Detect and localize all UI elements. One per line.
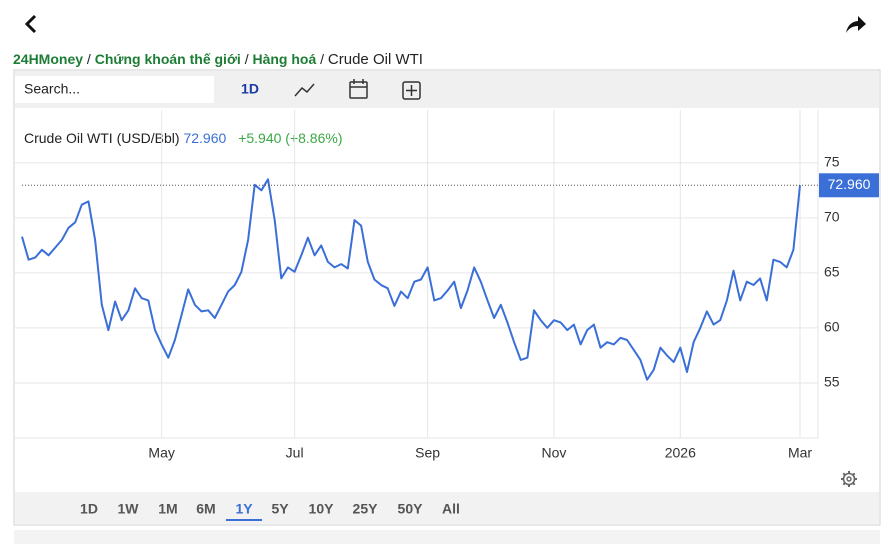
breadcrumb: 24HMoney / Chứng khoán thế giới / Hàng h… (13, 51, 423, 68)
last-price-label: 72.960 (828, 176, 871, 192)
share-button[interactable] (846, 16, 866, 33)
breadcrumb-link[interactable]: Hàng hoá (252, 51, 316, 67)
y-tick-label: 65 (824, 264, 840, 280)
range-bar (15, 492, 879, 524)
chart-type-button[interactable] (294, 83, 315, 97)
range-button[interactable]: 1W (118, 501, 140, 517)
x-tick-label: Sep (415, 445, 440, 461)
y-tick-label: 75 (824, 154, 840, 170)
range-button[interactable]: 1D (80, 501, 98, 517)
x-tick-label: Mar (788, 445, 812, 461)
separator: / (245, 51, 249, 67)
calendar-button[interactable] (349, 79, 368, 99)
settings-button[interactable] (841, 471, 857, 487)
quote-name: Crude Oil WTI (USD/Bbl) (24, 130, 180, 146)
range-button[interactable]: 1Y (235, 501, 253, 517)
y-tick-label: 55 (824, 374, 840, 390)
breadcrumb-link[interactable]: Chứng khoán thế giới (95, 51, 241, 67)
range-buttons: 1D 1W 1M 6M 1Y 5Y 10Y 25Y 50Y All (80, 501, 460, 521)
x-tick-label: Nov (542, 445, 567, 461)
breadcrumb-link[interactable]: 24HMoney (13, 51, 83, 67)
interval-button[interactable]: 1D (241, 81, 259, 97)
x-tick-label: Jul (286, 445, 304, 461)
quote-change: +5.940 (+8.86%) (238, 130, 342, 146)
y-tick-label: 70 (824, 209, 840, 225)
range-button[interactable]: 5Y (271, 501, 289, 517)
range-selected-underline (226, 519, 262, 521)
range-button[interactable]: 10Y (309, 501, 335, 517)
last-price-badge (819, 173, 879, 198)
y-tick-label: 60 (824, 319, 840, 335)
breadcrumb-current: Crude Oil WTI (328, 51, 423, 68)
add-button[interactable] (402, 81, 421, 100)
back-button[interactable] (24, 14, 37, 34)
x-tick-label: May (148, 445, 174, 461)
x-tick-label: 2026 (665, 445, 696, 461)
quote-legend: Crude Oil WTI (USD/Bbl) 72.960 +5.940 (+… (24, 130, 342, 146)
separator: / (87, 51, 91, 67)
range-button[interactable]: 25Y (353, 501, 379, 517)
range-button[interactable]: 1M (158, 501, 177, 517)
search-box[interactable] (15, 76, 214, 103)
range-button[interactable]: 50Y (398, 501, 424, 517)
price-line (21, 178, 801, 381)
chart-frame (13, 69, 881, 526)
plot: 55 60 65 70 75 May Jul Sep Nov 2026 Mar 72.960 (14, 110, 879, 461)
range-button[interactable]: 6M (196, 501, 215, 517)
range-button[interactable]: All (442, 501, 460, 517)
quote-price: 72.960 (183, 130, 226, 146)
search-placeholder: Search... (24, 81, 80, 97)
separator: / (320, 51, 324, 67)
footer-strip (14, 530, 880, 544)
